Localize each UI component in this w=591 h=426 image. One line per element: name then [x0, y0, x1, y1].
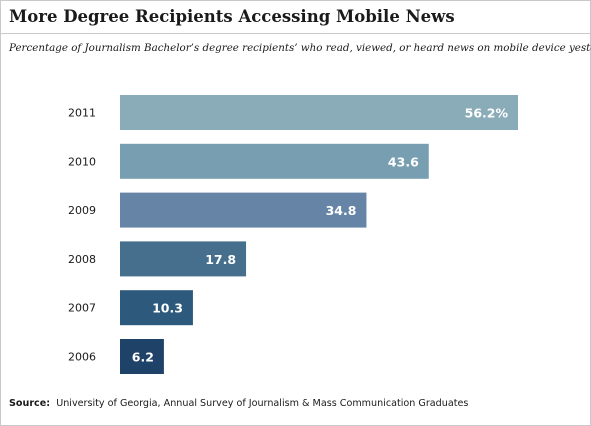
- category-label-2011: 2011: [68, 107, 96, 120]
- category-label-2007: 2007: [68, 302, 96, 315]
- bar-2010: [120, 143, 429, 179]
- bar-2009: [120, 192, 367, 228]
- category-label-2006: 2006: [68, 351, 96, 364]
- value-label-2008: 17.8: [205, 252, 236, 267]
- bar-2011: [120, 95, 518, 130]
- bar-2007: [120, 290, 193, 326]
- title-divider: [0, 33, 591, 34]
- chart-subtitle: Percentage of Journalism Bachelor’s degr…: [9, 42, 591, 54]
- chart-title: More Degree Recipients Accessing Mobile …: [9, 7, 455, 26]
- value-label-2007: 10.3: [152, 301, 183, 316]
- category-label-2009: 2009: [68, 204, 96, 217]
- value-label-2011: 56.2%: [465, 106, 509, 121]
- category-label-2008: 2008: [68, 253, 96, 266]
- category-label-2010: 2010: [68, 155, 96, 168]
- source-note: Source: University of Georgia, Annual Su…: [9, 398, 468, 409]
- source-label: Source:: [9, 398, 51, 409]
- source-text: University of Georgia, Annual Survey of …: [56, 398, 469, 409]
- value-label-2010: 43.6: [388, 154, 419, 169]
- value-label-2006: 6.2: [132, 350, 154, 365]
- bar-2006: [120, 339, 164, 374]
- value-label-2009: 34.8: [326, 203, 357, 218]
- bar-2008: [120, 241, 247, 277]
